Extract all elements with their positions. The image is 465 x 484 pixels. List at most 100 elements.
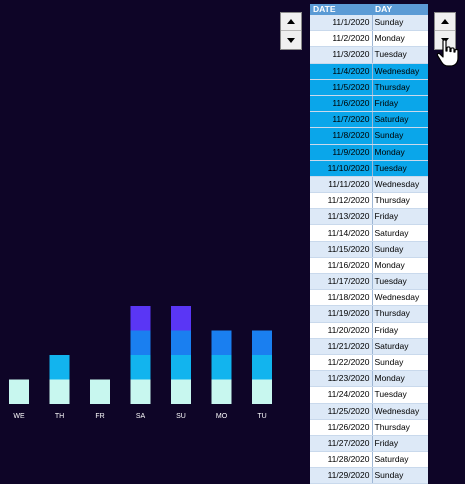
day-cell[interactable]: Tuesday xyxy=(372,273,428,291)
bar-segment-sa-3 xyxy=(130,306,151,331)
table-row[interactable]: 11/23/2020 Monday xyxy=(310,370,428,388)
day-cell[interactable]: Wednesday xyxy=(372,289,428,307)
table-row[interactable]: 11/18/2020 Wednesday xyxy=(310,289,428,307)
date-cell[interactable]: 11/5/2020 xyxy=(310,79,373,96)
table-row[interactable]: 11/3/2020 Tuesday xyxy=(310,46,428,64)
day-cell[interactable]: Tuesday xyxy=(372,386,428,404)
day-cell[interactable]: Friday xyxy=(372,435,428,453)
date-cell[interactable]: 11/15/2020 xyxy=(310,241,373,258)
table-row[interactable]: 11/6/2020 Friday xyxy=(310,95,428,113)
table-row[interactable]: 11/4/2020 Wednesday xyxy=(310,63,428,80)
date-cell[interactable]: 11/24/2020 xyxy=(310,386,373,404)
day-cell[interactable]: Sunday xyxy=(372,467,428,484)
date-cell[interactable]: 11/28/2020 xyxy=(310,451,373,469)
day-cell[interactable]: Wednesday xyxy=(372,63,428,80)
table-row[interactable]: 11/9/2020 Monday xyxy=(310,144,428,161)
date-cell[interactable]: 11/23/2020 xyxy=(310,370,373,388)
table-row[interactable]: 11/29/2020 Sunday xyxy=(310,467,428,484)
date-cell[interactable]: 11/18/2020 xyxy=(310,289,373,307)
date-cell[interactable]: 11/29/2020 xyxy=(310,467,373,484)
day-cell[interactable]: Friday xyxy=(372,208,428,226)
weekday-bar-chart: WE TH FR SA SU MO TU xyxy=(9,306,272,420)
table-row[interactable]: 11/21/2020 Saturday xyxy=(310,338,428,355)
day-cell[interactable]: Saturday xyxy=(372,338,428,355)
date-cell[interactable]: 11/19/2020 xyxy=(310,305,373,323)
date-cell[interactable]: 11/26/2020 xyxy=(310,419,373,436)
table-row[interactable]: 11/20/2020 Friday xyxy=(310,322,428,339)
date-cell[interactable]: 11/22/2020 xyxy=(310,354,373,372)
day-cell[interactable]: Thursday xyxy=(372,305,428,323)
day-cell[interactable]: Sunday xyxy=(372,127,428,145)
table-row[interactable]: 11/14/2020 Saturday xyxy=(310,224,428,242)
arrow-up-icon xyxy=(441,19,449,24)
day-cell[interactable]: Monday xyxy=(372,370,428,388)
table-row[interactable]: 11/16/2020 Monday xyxy=(310,257,428,275)
date-cell[interactable]: 11/10/2020 xyxy=(310,160,373,177)
table-row[interactable]: 11/5/2020 Thursday xyxy=(310,79,428,96)
day-cell[interactable]: Friday xyxy=(372,322,428,339)
date-cell[interactable]: 11/7/2020 xyxy=(310,111,373,129)
table-row[interactable]: 11/12/2020 Thursday xyxy=(310,192,428,210)
spin-up-button[interactable] xyxy=(281,13,301,31)
table-row[interactable]: 11/8/2020 Sunday xyxy=(310,127,428,145)
table-row[interactable]: 11/28/2020 Saturday xyxy=(310,451,428,469)
day-cell[interactable]: Tuesday xyxy=(372,160,428,177)
table-row[interactable]: 11/7/2020 Saturday xyxy=(310,111,428,129)
date-cell[interactable]: 11/6/2020 xyxy=(310,95,373,113)
table-row[interactable]: 11/15/2020 Sunday xyxy=(310,241,428,258)
day-cell[interactable]: Monday xyxy=(372,30,428,48)
date-cell[interactable]: 11/20/2020 xyxy=(310,322,373,339)
day-cell[interactable]: Sunday xyxy=(372,241,428,258)
date-cell[interactable]: 11/21/2020 xyxy=(310,338,373,355)
date-cell[interactable]: 11/12/2020 xyxy=(310,192,373,210)
day-cell[interactable]: Sunday xyxy=(372,15,428,32)
day-cell[interactable]: Thursday xyxy=(372,192,428,210)
x-tick-label: MO xyxy=(216,413,228,420)
date-cell[interactable]: 11/25/2020 xyxy=(310,403,373,420)
day-cell[interactable]: Thursday xyxy=(372,419,428,436)
table-header-row: DATE DAY xyxy=(310,4,428,15)
date-cell[interactable]: 11/14/2020 xyxy=(310,224,373,242)
date-cell[interactable]: 11/2/2020 xyxy=(310,30,373,48)
day-cell[interactable]: Friday xyxy=(372,95,428,113)
date-cell[interactable]: 11/17/2020 xyxy=(310,273,373,291)
bar-segment-th-1 xyxy=(49,355,70,380)
chart-spin-button[interactable] xyxy=(280,12,302,50)
day-cell[interactable]: Saturday xyxy=(372,224,428,242)
spin-down-button[interactable] xyxy=(281,31,301,49)
day-cell[interactable]: Tuesday xyxy=(372,46,428,64)
table-row[interactable]: 11/13/2020 Friday xyxy=(310,208,428,226)
day-cell[interactable]: Wednesday xyxy=(372,403,428,420)
bar-segment-su-2 xyxy=(171,330,191,355)
bar-segment-su-0 xyxy=(171,379,191,404)
day-cell[interactable]: Monday xyxy=(372,144,428,161)
table-row[interactable]: 11/19/2020 Thursday xyxy=(310,305,428,323)
bar-segment-mo-2 xyxy=(211,330,232,355)
table-row[interactable]: 11/25/2020 Wednesday xyxy=(310,403,428,420)
date-cell[interactable]: 11/3/2020 xyxy=(310,46,373,64)
day-cell[interactable]: Saturday xyxy=(372,111,428,129)
table-row[interactable]: 11/2/2020 Monday xyxy=(310,30,428,48)
date-cell[interactable]: 11/27/2020 xyxy=(310,435,373,453)
day-cell[interactable]: Wednesday xyxy=(372,176,428,194)
table-row[interactable]: 11/17/2020 Tuesday xyxy=(310,273,428,291)
day-cell[interactable]: Saturday xyxy=(372,451,428,469)
date-cell[interactable]: 11/13/2020 xyxy=(310,208,373,226)
table-row[interactable]: 11/10/2020 Tuesday xyxy=(310,160,428,177)
date-cell[interactable]: 11/1/2020 xyxy=(310,15,373,32)
date-cell[interactable]: 11/8/2020 xyxy=(310,127,373,145)
day-cell[interactable]: Sunday xyxy=(372,354,428,372)
date-cell[interactable]: 11/4/2020 xyxy=(310,63,373,80)
table-row[interactable]: 11/26/2020 Thursday xyxy=(310,419,428,436)
table-row[interactable]: 11/1/2020 Sunday xyxy=(310,15,428,32)
day-cell[interactable]: Monday xyxy=(372,257,428,275)
table-row[interactable]: 11/11/2020 Wednesday xyxy=(310,176,428,194)
spin-up-button[interactable] xyxy=(435,13,455,31)
table-row[interactable]: 11/27/2020 Friday xyxy=(310,435,428,453)
date-cell[interactable]: 11/16/2020 xyxy=(310,257,373,275)
date-cell[interactable]: 11/11/2020 xyxy=(310,176,373,194)
day-cell[interactable]: Thursday xyxy=(372,79,428,96)
table-row[interactable]: 11/22/2020 Sunday xyxy=(310,354,428,372)
table-row[interactable]: 11/24/2020 Tuesday xyxy=(310,386,428,404)
date-cell[interactable]: 11/9/2020 xyxy=(310,144,373,161)
